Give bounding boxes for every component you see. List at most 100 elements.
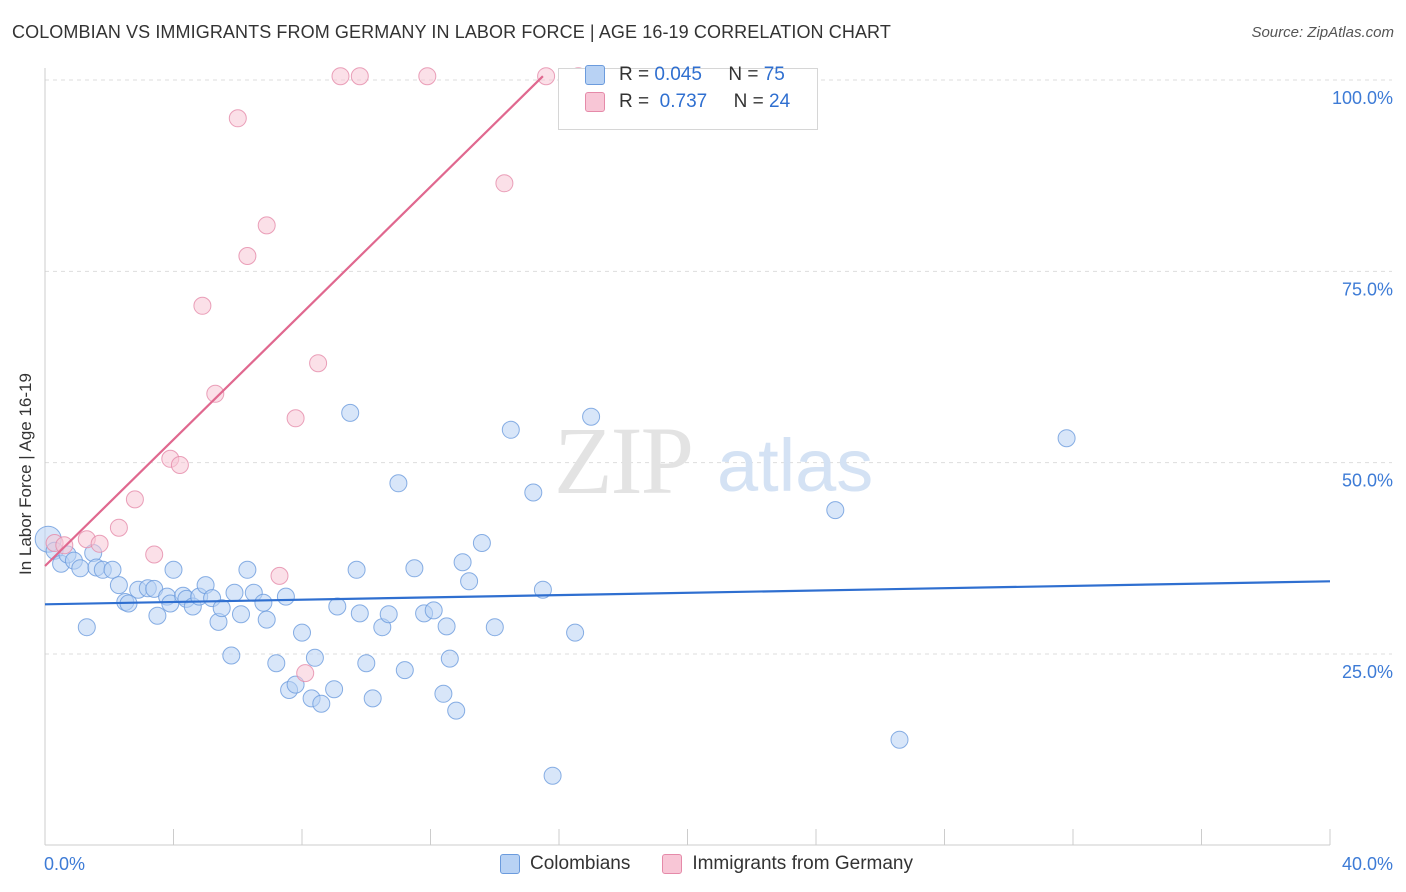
stats-r-label: R =	[619, 64, 650, 85]
point-colombians[interactable]	[357, 654, 376, 673]
stats-n-label: N =	[728, 64, 759, 85]
trend-lines	[44, 75, 1331, 606]
watermark: ZIP atlas	[554, 407, 873, 514]
point-germany[interactable]	[170, 456, 189, 474]
point-germany[interactable]	[193, 296, 212, 315]
point-colombians[interactable]	[238, 560, 257, 579]
point-colombians[interactable]	[1057, 429, 1076, 448]
point-germany[interactable]	[309, 354, 328, 373]
point-germany[interactable]	[257, 216, 276, 235]
point-colombians[interactable]	[325, 680, 344, 699]
point-colombians[interactable]	[257, 610, 276, 629]
point-germany[interactable]	[206, 384, 225, 403]
point-colombians[interactable]	[222, 646, 241, 665]
point-colombians[interactable]	[286, 675, 305, 694]
point-germany[interactable]	[331, 67, 350, 86]
point-germany[interactable]	[286, 409, 305, 428]
point-colombians[interactable]	[424, 601, 443, 620]
point-germany[interactable]	[55, 536, 74, 555]
point-colombians[interactable]	[164, 560, 183, 579]
y-axis-label: In Labor Force | Age 16-19	[16, 373, 35, 575]
legend-item-colombians[interactable]: Colombians	[500, 853, 630, 875]
stats-n-label: N =	[733, 91, 764, 112]
legend-item-germany[interactable]: Immigrants from Germany	[662, 853, 913, 875]
point-colombians[interactable]	[543, 766, 562, 785]
point-colombians[interactable]	[71, 559, 90, 578]
point-germany[interactable]	[296, 664, 315, 683]
point-germany[interactable]	[270, 566, 289, 585]
y-tick-label: 100.0%	[1332, 88, 1393, 108]
x-tick-label-max: 40.0%	[1342, 854, 1393, 874]
point-colombians[interactable]	[582, 407, 601, 426]
tick-labels: 25.0% 50.0% 75.0% 100.0% 0.0% 40.0%	[44, 88, 1393, 874]
point-colombians[interactable]	[379, 605, 398, 624]
stats-r-label: R =	[619, 91, 650, 112]
point-colombians[interactable]	[501, 420, 520, 439]
point-colombians[interactable]	[254, 593, 273, 612]
y-tick-label: 75.0%	[1342, 279, 1393, 299]
point-colombians[interactable]	[434, 684, 453, 703]
point-colombians[interactable]	[826, 501, 845, 520]
y-tick-label: 25.0%	[1342, 662, 1393, 682]
point-colombians[interactable]	[890, 730, 909, 749]
point-colombians[interactable]	[276, 587, 295, 606]
point-germany[interactable]	[125, 490, 144, 509]
point-germany[interactable]	[90, 534, 109, 553]
point-germany[interactable]	[238, 247, 257, 265]
point-germany[interactable]	[418, 67, 437, 86]
watermark-zip: ZIP	[554, 407, 692, 514]
point-colombians[interactable]	[305, 648, 324, 667]
trend-line-germany	[44, 75, 544, 567]
point-colombians[interactable]	[533, 580, 552, 599]
chart-title: COLOMBIAN VS IMMIGRANTS FROM GERMANY IN …	[12, 22, 891, 42]
point-colombians[interactable]	[148, 606, 167, 625]
point-germany[interactable]	[350, 67, 369, 86]
legend-swatch-germany	[662, 854, 683, 874]
point-colombians[interactable]	[453, 553, 472, 572]
point-colombians[interactable]	[440, 649, 459, 668]
point-colombians[interactable]	[437, 617, 456, 636]
stats-r-value-colombians: 0.045	[654, 64, 702, 85]
point-colombians[interactable]	[267, 654, 286, 673]
point-colombians[interactable]	[347, 560, 366, 579]
point-colombians[interactable]	[293, 623, 311, 642]
point-germany[interactable]	[145, 545, 164, 564]
point-colombians[interactable]	[341, 403, 360, 422]
point-colombians[interactable]	[232, 605, 250, 624]
point-colombians[interactable]	[363, 689, 382, 708]
point-germany[interactable]	[228, 109, 247, 128]
point-colombians[interactable]	[225, 583, 244, 602]
trend-line-colombians	[44, 580, 1331, 606]
point-colombians[interactable]	[447, 701, 466, 720]
point-colombians[interactable]	[212, 599, 231, 618]
point-colombians[interactable]	[103, 560, 122, 579]
legend-label-colombians: Colombians	[530, 853, 631, 874]
point-colombians[interactable]	[389, 474, 408, 493]
point-colombians[interactable]	[472, 534, 491, 552]
point-colombians[interactable]	[566, 623, 585, 642]
y-axis-label-wrap: In Labor Force | Age 16-19	[16, 373, 36, 815]
point-colombians[interactable]	[405, 559, 424, 578]
point-colombians[interactable]	[485, 618, 504, 637]
point-colombians[interactable]	[109, 576, 128, 595]
point-colombians[interactable]	[312, 694, 331, 713]
point-colombians[interactable]	[524, 483, 543, 502]
point-germany[interactable]	[109, 518, 128, 537]
stats-swatch-colombians	[585, 65, 605, 85]
point-colombians[interactable]	[350, 604, 369, 623]
point-germany[interactable]	[495, 174, 514, 193]
watermark-atlas: atlas	[717, 424, 873, 507]
bottom-legend: Colombians Immigrants from Germany	[500, 851, 913, 877]
scatter-points	[34, 67, 1076, 785]
point-germany[interactable]	[537, 67, 556, 86]
point-colombians[interactable]	[77, 618, 96, 637]
point-colombians[interactable]	[460, 572, 479, 591]
series-colombians	[34, 403, 1076, 785]
point-colombians[interactable]	[395, 661, 414, 680]
legend-label-germany: Immigrants from Germany	[692, 853, 913, 874]
legend-swatch-colombians	[500, 854, 520, 874]
stats-legend: R = 0.045 N = 75 R = 0.737 N = 24	[558, 64, 818, 130]
point-colombians[interactable]	[328, 597, 347, 616]
stats-n-value-germany: 24	[769, 91, 791, 112]
